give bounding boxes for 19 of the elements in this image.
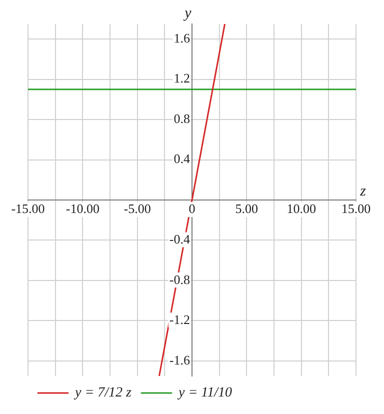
legend-label: y = 7/12 z [73,386,132,401]
y-tick-label: 0.8 [174,110,190,126]
y-tick-label: -0.8 [169,272,190,287]
x-tick-label: -5.00 [124,200,151,216]
y-tick-label: 1.2 [174,70,190,86]
x-axis-title: z [359,183,366,200]
y-tick-label: 0.4 [174,151,190,166]
y-tick-label: 1.6 [174,30,190,46]
y-tick-label: -0.4 [169,232,190,247]
y-tick-label: -1.6 [169,352,190,368]
x-tick-label: -10.00 [66,200,100,216]
x-tick-label: 0 [188,200,196,216]
x-tick-label: 10.00 [286,200,316,216]
y-axis-title: y [182,5,192,22]
x-tick-label: 15.00 [341,200,371,216]
x-tick-label: 5.00 [235,200,258,216]
x-tick-label: -15.00 [11,200,45,216]
legend-label: y = 11/10 [176,386,232,401]
y-tick-label: -1.2 [169,312,190,328]
